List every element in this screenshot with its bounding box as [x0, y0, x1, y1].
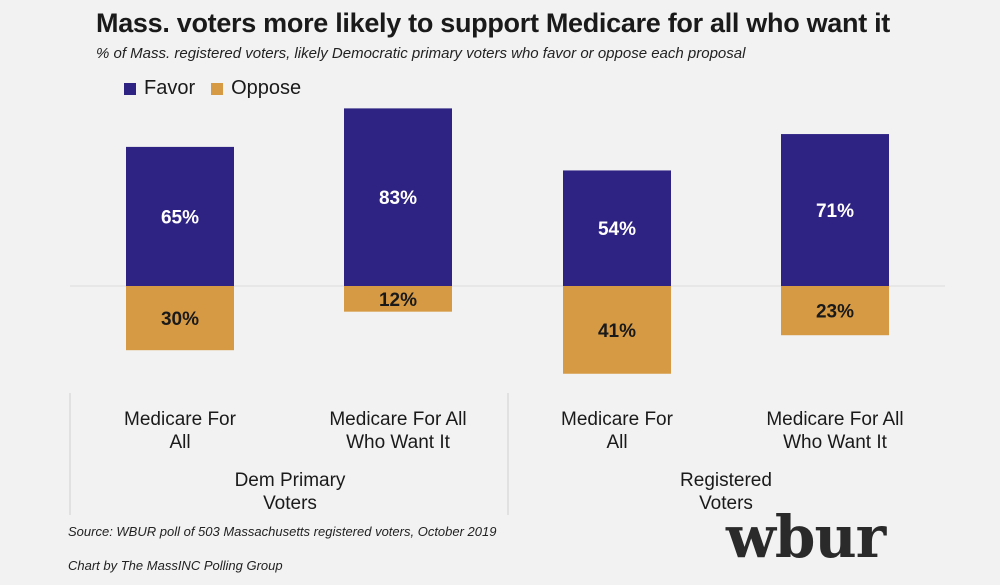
bar-oppose-1 [344, 286, 452, 312]
category-label-2-line-0: Medicare For [561, 409, 674, 430]
source-note: Source: WBUR poll of 503 Massachusetts r… [68, 524, 497, 539]
legend: Favor Oppose [124, 77, 317, 100]
bar-oppose-0 [126, 286, 234, 351]
category-label-3-line-0: Medicare For All [766, 409, 903, 430]
data-label-oppose-3: 23% [816, 302, 854, 323]
category-label-0-line-1: All [169, 432, 190, 453]
bar-favor-1 [344, 108, 452, 286]
chart-subtitle: % of Mass. registered voters, likely Dem… [96, 45, 746, 62]
category-label-0-line-0: Medicare For [124, 409, 237, 430]
legend-swatch-favor [124, 82, 136, 95]
legend-item-oppose: Oppose [211, 77, 301, 100]
bar-favor-3 [781, 134, 889, 286]
group-label-0-line-0: Dem Primary [235, 470, 346, 491]
data-label-favor-0: 65% [161, 207, 199, 228]
legend-swatch-oppose [211, 82, 224, 95]
legend-item-favor: Favor [124, 77, 195, 100]
wbur-logo: wbur [726, 503, 886, 571]
category-label-1-line-1: Who Want It [346, 432, 451, 453]
bar-favor-2 [563, 170, 671, 286]
legend-label-oppose: Oppose [231, 77, 302, 99]
group-label-0-line-1: Voters [263, 493, 317, 514]
category-label-2-line-1: All [606, 432, 627, 453]
category-label-1-line-0: Medicare For All [329, 409, 466, 430]
data-label-oppose-2: 41% [598, 321, 636, 342]
legend-label-favor: Favor [144, 77, 196, 99]
group-label-1-line-1: Voters [699, 493, 753, 514]
bar-favor-0 [126, 146, 234, 286]
group-label-1-line-0: Registered [680, 470, 772, 491]
category-label-3-line-1: Who Want It [783, 432, 888, 453]
chart-title: Mass. voters more likely to support Medi… [96, 8, 890, 38]
bar-oppose-3 [781, 286, 889, 336]
data-label-favor-1: 83% [379, 188, 417, 209]
data-label-oppose-1: 12% [379, 290, 417, 311]
chart-credit: Chart by The MassINC Polling Group [68, 558, 283, 573]
data-label-favor-2: 54% [598, 219, 636, 240]
data-label-oppose-0: 30% [161, 309, 199, 330]
bar-oppose-2 [563, 286, 671, 374]
data-label-favor-3: 71% [816, 201, 854, 222]
